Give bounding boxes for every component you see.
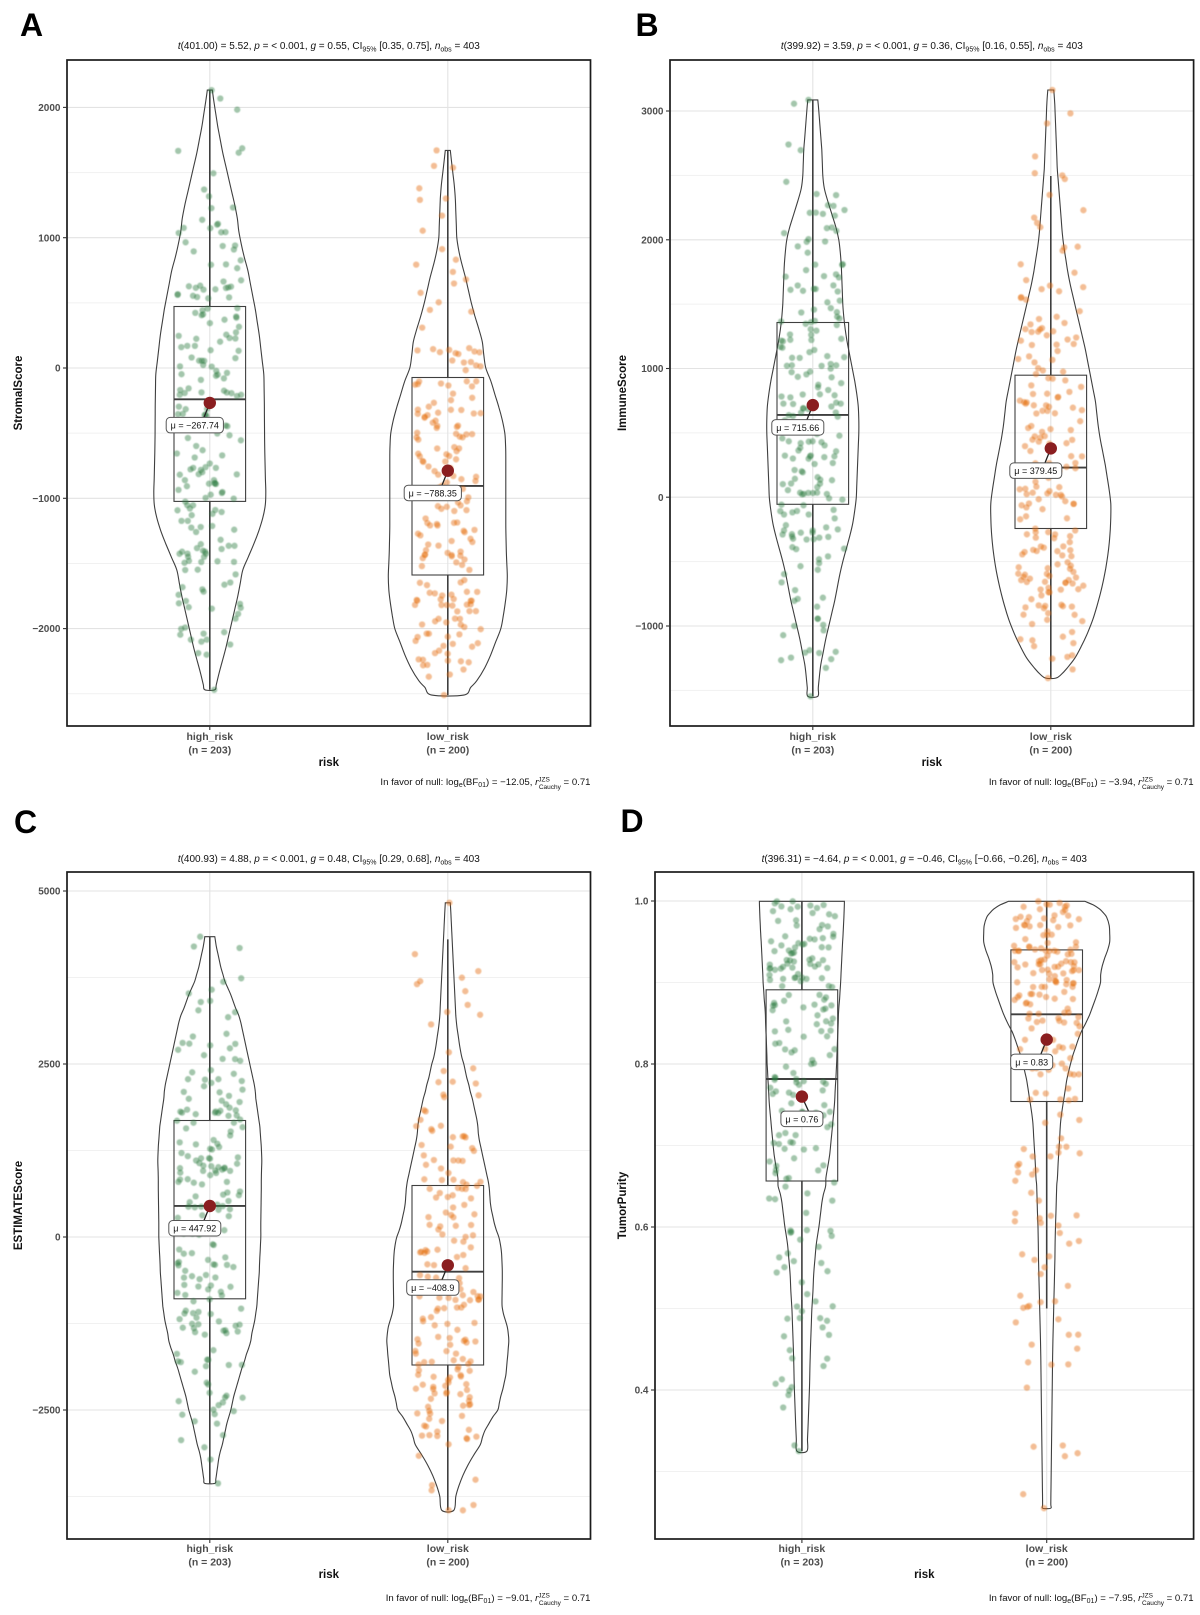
svg-text:0: 0: [55, 364, 61, 375]
svg-text:In favor of null: loge(BF01) =: In favor of null: loge(BF01) = −9.01, rJ…: [386, 1593, 591, 1608]
svg-text:μ = 379.45: μ = 379.45: [1014, 466, 1057, 476]
svg-text:5000: 5000: [38, 887, 61, 898]
svg-text:t(399.92) = 3.59, p = < 0.001,: t(399.92) = 3.59, p = < 0.001, g = 0.36,…: [781, 41, 1083, 54]
svg-text:3000: 3000: [641, 107, 664, 118]
svg-text:risk: risk: [914, 1569, 935, 1581]
svg-text:−1000: −1000: [635, 622, 664, 633]
svg-text:−2000: −2000: [32, 624, 61, 635]
svg-text:TumorPurity: TumorPurity: [617, 1171, 629, 1239]
svg-text:1000: 1000: [38, 233, 61, 244]
svg-text:(n = 200): (n = 200): [1025, 1557, 1068, 1569]
svg-text:C: C: [14, 804, 37, 840]
svg-text:(n = 203): (n = 203): [791, 745, 834, 757]
svg-text:high_risk: high_risk: [186, 1543, 233, 1555]
svg-text:μ = 715.66: μ = 715.66: [776, 423, 819, 433]
svg-text:risk: risk: [319, 1569, 340, 1581]
svg-text:2000: 2000: [641, 235, 664, 246]
svg-text:0.4: 0.4: [635, 1386, 649, 1397]
svg-text:1000: 1000: [641, 364, 664, 375]
svg-text:μ = 447.92: μ = 447.92: [173, 1224, 216, 1234]
svg-text:−1000: −1000: [32, 494, 61, 505]
svg-text:risk: risk: [922, 757, 943, 769]
svg-text:2000: 2000: [38, 103, 61, 114]
svg-text:0.8: 0.8: [635, 1060, 649, 1071]
svg-text:0: 0: [658, 493, 664, 504]
svg-text:(n = 203): (n = 203): [780, 1557, 823, 1569]
svg-text:0: 0: [55, 1233, 61, 1244]
svg-text:D: D: [621, 803, 644, 839]
svg-text:low_risk: low_risk: [427, 731, 469, 743]
svg-text:In favor of null: loge(BF01) =: In favor of null: loge(BF01) = −12.05, r…: [380, 777, 590, 792]
svg-text:(n = 200): (n = 200): [426, 1557, 469, 1569]
svg-text:0.6: 0.6: [635, 1223, 649, 1234]
svg-text:high_risk: high_risk: [779, 1543, 826, 1555]
svg-text:t(400.93) = 4.88, p = < 0.001,: t(400.93) = 4.88, p = < 0.001, g = 0.48,…: [178, 854, 480, 867]
svg-text:μ = −788.35: μ = −788.35: [409, 488, 457, 498]
svg-text:In favor of null: loge(BF01) =: In favor of null: loge(BF01) = −3.94, rJ…: [989, 777, 1194, 792]
svg-text:(n = 203): (n = 203): [188, 745, 231, 757]
svg-text:B: B: [636, 7, 659, 43]
svg-text:(n = 200): (n = 200): [426, 745, 469, 757]
svg-text:ImmuneScore: ImmuneScore: [617, 355, 629, 431]
svg-text:risk: risk: [319, 757, 340, 769]
svg-text:(n = 203): (n = 203): [188, 1557, 231, 1569]
svg-text:low_risk: low_risk: [1026, 1543, 1068, 1555]
svg-text:μ = 0.76: μ = 0.76: [785, 1114, 818, 1124]
svg-text:high_risk: high_risk: [789, 731, 836, 743]
svg-text:high_risk: high_risk: [186, 731, 233, 743]
svg-text:(n = 200): (n = 200): [1029, 745, 1072, 757]
svg-text:μ = −408.9: μ = −408.9: [411, 1283, 454, 1293]
svg-text:μ = 0.83: μ = 0.83: [1015, 1057, 1048, 1067]
svg-text:1.0: 1.0: [635, 897, 649, 908]
svg-text:low_risk: low_risk: [427, 1543, 469, 1555]
svg-text:ESTIMATEScore: ESTIMATEScore: [13, 1161, 25, 1250]
svg-text:t(401.00) = 5.52, p = < 0.001,: t(401.00) = 5.52, p = < 0.001, g = 0.55,…: [178, 41, 480, 54]
svg-text:StromalScore: StromalScore: [13, 356, 25, 431]
svg-text:In favor of null: loge(BF01) =: In favor of null: loge(BF01) = −7.95, rJ…: [989, 1593, 1194, 1608]
svg-text:2500: 2500: [38, 1060, 61, 1071]
svg-text:−2500: −2500: [32, 1406, 61, 1417]
svg-text:t(396.31) = −4.64, p = < 0.001: t(396.31) = −4.64, p = < 0.001, g = −0.4…: [762, 854, 1088, 867]
svg-text:A: A: [20, 7, 43, 43]
svg-text:low_risk: low_risk: [1030, 731, 1072, 743]
svg-text:μ = −267.74: μ = −267.74: [171, 421, 219, 431]
